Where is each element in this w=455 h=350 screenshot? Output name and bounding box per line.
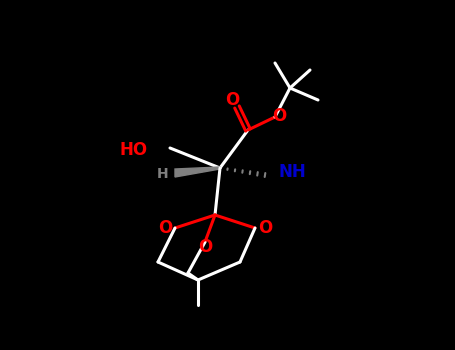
- Text: O: O: [158, 219, 172, 237]
- Text: O: O: [272, 107, 286, 125]
- Text: H: H: [157, 167, 169, 181]
- Text: NH: NH: [278, 163, 306, 181]
- Text: HO: HO: [120, 141, 148, 159]
- Text: O: O: [198, 238, 212, 256]
- Polygon shape: [175, 167, 220, 177]
- Text: O: O: [258, 219, 272, 237]
- Text: O: O: [225, 91, 239, 109]
